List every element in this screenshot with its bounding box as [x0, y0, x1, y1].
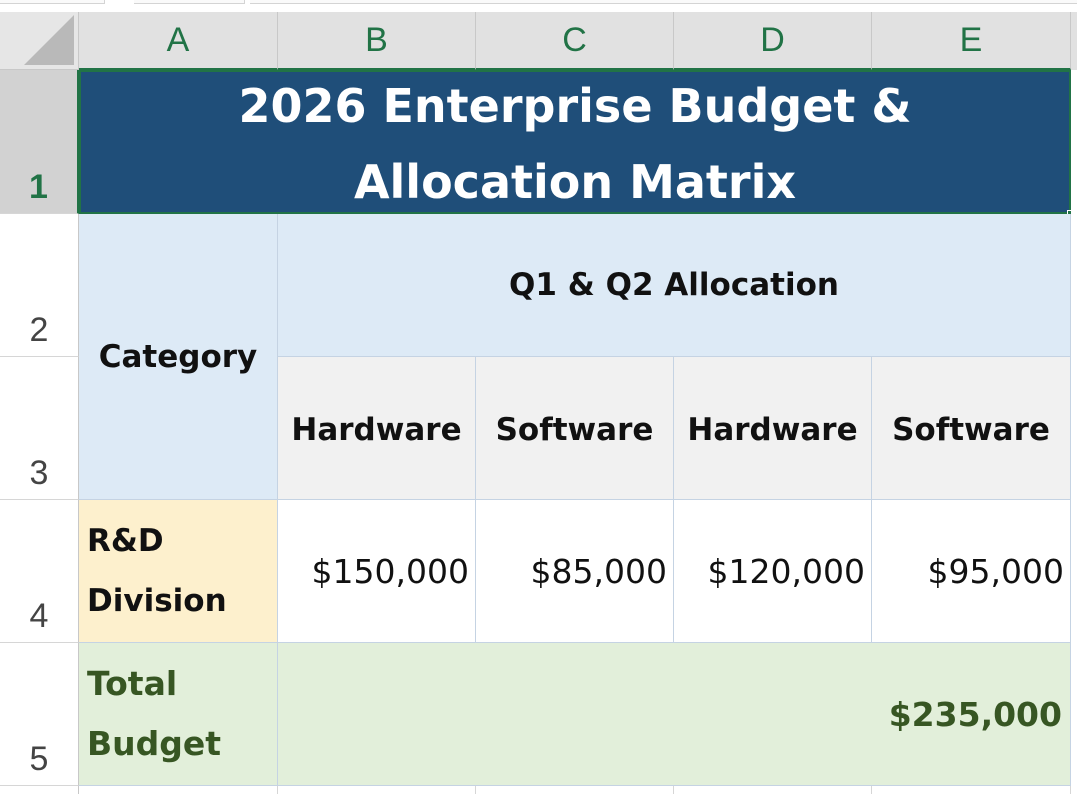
toolbar-edge [0, 0, 1077, 4]
subheader-cell-d3[interactable]: Hardware [674, 357, 872, 500]
total-label-line-1: Total [87, 664, 178, 703]
column-header-b[interactable]: B [278, 12, 476, 70]
column-header-c[interactable]: C [476, 12, 674, 70]
value-cell-c4[interactable]: $85,000 [476, 500, 674, 643]
column-header-a[interactable]: A [79, 12, 278, 70]
value-cell-b4[interactable]: $150,000 [278, 500, 476, 643]
value-cell-e4[interactable]: $95,000 [872, 500, 1071, 643]
rd-division-label-cell[interactable]: R&D Division [79, 500, 278, 643]
cell-value: $85,000 [530, 551, 667, 591]
total-budget-value: $235,000 [888, 694, 1062, 734]
subheader-cell-b3[interactable]: Hardware [278, 357, 476, 500]
column-header-e[interactable]: E [872, 12, 1071, 70]
cell-value: $120,000 [707, 551, 865, 591]
column-header-d[interactable]: D [674, 12, 872, 70]
subheader-text: Software [892, 412, 1050, 448]
rd-label-line-2: Division [87, 583, 227, 619]
subheader-text: Software [495, 412, 654, 448]
cell-c6[interactable] [476, 786, 674, 794]
total-label-line-2: Budget [87, 724, 222, 763]
column-header-f-edge[interactable] [1071, 12, 1077, 70]
total-budget-value-cell[interactable]: $235,000 [278, 643, 1071, 786]
title-line-1: 2026 Enterprise Budget & [238, 79, 912, 133]
select-all-triangle-icon [24, 15, 74, 65]
rd-label-line-1: R&D [87, 523, 164, 559]
select-all-button[interactable] [0, 12, 79, 70]
row-header-6-edge[interactable] [0, 786, 79, 794]
allocation-group-header-cell[interactable]: Q1 & Q2 Allocation [278, 214, 1071, 357]
category-header-cell[interactable]: Category [79, 214, 278, 500]
total-budget-label-cell[interactable]: Total Budget [79, 643, 278, 786]
subheader-text: Hardware [291, 412, 462, 448]
subheader-text: Hardware [687, 412, 858, 448]
cell-value: $150,000 [311, 551, 469, 591]
title-cell[interactable]: 2026 Enterprise Budget & Allocation Matr… [79, 70, 1071, 214]
row-header-4[interactable]: 4 [0, 500, 79, 643]
value-cell-d4[interactable]: $120,000 [674, 500, 872, 643]
row-header-3[interactable]: 3 [0, 357, 79, 500]
row-header-2[interactable]: 2 [0, 214, 79, 357]
cell-a6[interactable] [79, 786, 278, 794]
cell-value: $95,000 [927, 551, 1064, 591]
column-f-edge[interactable] [1071, 70, 1077, 794]
cell-e6[interactable] [872, 786, 1071, 794]
subheader-cell-c3[interactable]: Software [476, 357, 674, 500]
row-header-5[interactable]: 5 [0, 643, 79, 786]
row-header-1[interactable]: 1 [0, 70, 79, 214]
cell-b6[interactable] [278, 786, 476, 794]
subheader-cell-e3[interactable]: Software [872, 357, 1071, 500]
category-header-text: Category [98, 338, 258, 375]
allocation-group-header-text: Q1 & Q2 Allocation [509, 267, 839, 303]
cell-d6[interactable] [674, 786, 872, 794]
title-line-2: Allocation Matrix [353, 155, 797, 209]
